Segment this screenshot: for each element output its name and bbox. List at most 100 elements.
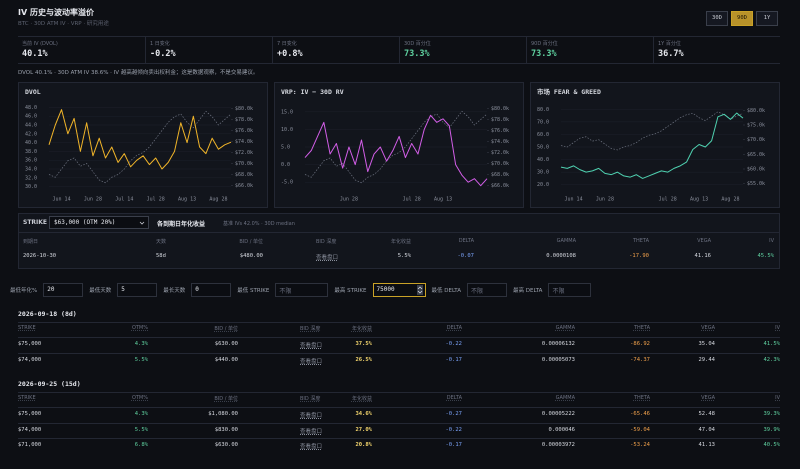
row-rule (18, 422, 780, 424)
x-tick-label: Jun 14 (53, 197, 71, 203)
cell: 35.04 (698, 341, 715, 347)
filter-label: 最低 STRIKE (237, 288, 270, 294)
stat-cell: 90D 百分位 73.3% (526, 37, 653, 63)
range-button[interactable]: 30D (706, 11, 728, 26)
cell: 41.5% (763, 341, 780, 347)
depth-link[interactable]: 查看盘口 (300, 428, 323, 435)
depth-link[interactable]: 查看盘口 (316, 255, 339, 261)
cell: $480.00 (239, 253, 263, 259)
filter-value: 不限 (470, 288, 483, 295)
cell: $630.00 (214, 341, 238, 347)
cell: 0.00006132 (541, 341, 575, 347)
strike-baseline: 基准 IVs 42.0% · 30D median (223, 221, 295, 227)
column-header: GAMMA (556, 238, 576, 244)
y2-tick-label: $74.0k (235, 139, 253, 145)
depth-link[interactable]: 查看盘口 (300, 343, 323, 349)
cell: 42.3% (763, 356, 780, 363)
y2-tick-label: $80.0k (235, 106, 253, 112)
cell: -0.22 (445, 341, 462, 347)
strike-select[interactable]: $63,000 (OTM 20%) (49, 216, 149, 229)
filter-input[interactable]: 不限 (466, 283, 507, 297)
cell: -86.92 (630, 341, 650, 347)
cell: -0.07 (457, 253, 474, 259)
cell: 45.5% (757, 253, 774, 259)
range-button[interactable]: 1Y (756, 11, 778, 26)
y2-tick-label: $72.0k (235, 150, 253, 156)
cell: $75,000 (18, 411, 42, 417)
spinner-bg (416, 285, 423, 295)
strike-title: 各到期日年化收益 (157, 221, 206, 228)
y2-tick-label: $55.0k (747, 181, 765, 187)
cell: -17.90 (629, 253, 649, 259)
cell: $71,000 (18, 442, 42, 448)
stat-value: +0.8% (277, 49, 303, 59)
column-header: VEGA (701, 395, 715, 401)
stat-value: 40.1% (22, 49, 48, 59)
filter-input[interactable]: 不限 (548, 283, 592, 297)
cell: -53.24 (630, 442, 650, 448)
strike-panel: STRIKE $63,000 (OTM 20%) 各到期日年化收益 基准 IVs 42… (18, 213, 780, 269)
cell: $440.00 (214, 356, 238, 363)
cell: 37.5% (355, 341, 372, 347)
filter-input[interactable]: 20 (43, 283, 84, 297)
cell: 39.9% (763, 426, 780, 433)
y2-tick-label: $78.0k (491, 117, 509, 123)
spinner (416, 285, 423, 295)
filter-input[interactable]: 75000 (372, 283, 426, 297)
range-button[interactable]: 90D (731, 11, 753, 26)
x-tick-label: Jul 28 (403, 197, 421, 203)
y2-tick-label: $75.0k (747, 123, 765, 129)
y-tick-label: 10.0 (281, 127, 293, 133)
filter-label: 最长天数 (163, 288, 186, 294)
stat-value: -0.2% (150, 49, 176, 59)
x-tick-label: Jul 28 (147, 197, 165, 203)
x-tick-label: Aug 28 (209, 197, 227, 203)
expiry-section: 2026-09-25 (15d) STRIKE OTM% BID / 单位 BID 深度… (0, 380, 800, 464)
row-rule (18, 352, 780, 354)
page-title: IV 历史与波动率溢价 (18, 8, 94, 17)
y2-tick-label: $66.0k (491, 183, 509, 189)
y2-tick-label: $70.0k (491, 161, 509, 167)
filter-row: 最低年化% 20 最低天数 5 最长天数 0 最低 STRIKE 不限 最高 STRIKE 750… (10, 282, 790, 298)
strike-select-text: $63,000 (OTM 20%) (54, 219, 116, 226)
cell: 26.5% (355, 356, 372, 363)
y-tick-label: 30.0 (25, 184, 37, 190)
y-tick-label: 60.0 (537, 132, 549, 138)
column-header: BID / 单位 (214, 326, 238, 332)
y2-tick-label: $68.0k (491, 172, 509, 178)
stat-label: 7 日变化 (277, 41, 297, 47)
depth-link[interactable]: 查看盘口 (300, 358, 323, 365)
filter-label: 最低年化% (10, 288, 38, 294)
y2-tick-label: $60.0k (747, 167, 765, 173)
stat-label: 30D 百分位 (404, 41, 431, 47)
depth-link[interactable]: 查看盘口 (300, 413, 323, 419)
y-tick-label: 40.0 (537, 157, 549, 163)
y-tick-label: 15.0 (281, 109, 293, 115)
y2-tick-label: $76.0k (491, 128, 509, 134)
column-header: 到期日 (23, 239, 39, 245)
filter-input[interactable]: 不限 (275, 283, 329, 297)
cell: 52.48 (698, 411, 715, 417)
cell: 0.00005073 (541, 356, 575, 363)
chart-title: 市场 FEAR & GREED (537, 87, 601, 96)
y2-tick-label: $76.0k (235, 128, 253, 134)
x-tick-label: Jul 28 (659, 197, 677, 203)
header-rule (18, 392, 780, 393)
filter-input[interactable]: 5 (117, 283, 158, 297)
cell: -59.04 (630, 426, 650, 433)
strike-label: STRIKE (23, 219, 48, 226)
chart: DVOL 48.0 46.0 44.0 42.0 40.0 38.0 36.0 34.0 32.0… (25, 88, 253, 203)
filter-input[interactable]: 0 (191, 283, 232, 297)
expiry-section: 2026-09-18 (8d) STRIKE OTM% BID / 单位 BID 深度 年… (0, 310, 800, 378)
cell: 6.8% (134, 442, 148, 448)
y-tick-label: -5.0 (281, 180, 293, 186)
depth-link[interactable]: 查看盘口 (300, 444, 323, 450)
column-header: GAMMA (555, 325, 575, 331)
cell: 0.00003972 (541, 442, 575, 448)
column-header: VEGA (701, 325, 715, 331)
cell: 40.5% (763, 442, 780, 448)
y-tick-label: 80.0 (537, 107, 549, 113)
cell: 41.13 (698, 442, 715, 448)
spinner-arrows (417, 286, 422, 294)
chart-panel: 市场 FEAR & GREED 80.0 70.0 60.0 50.0 40.0 30.0 2… (530, 82, 780, 208)
